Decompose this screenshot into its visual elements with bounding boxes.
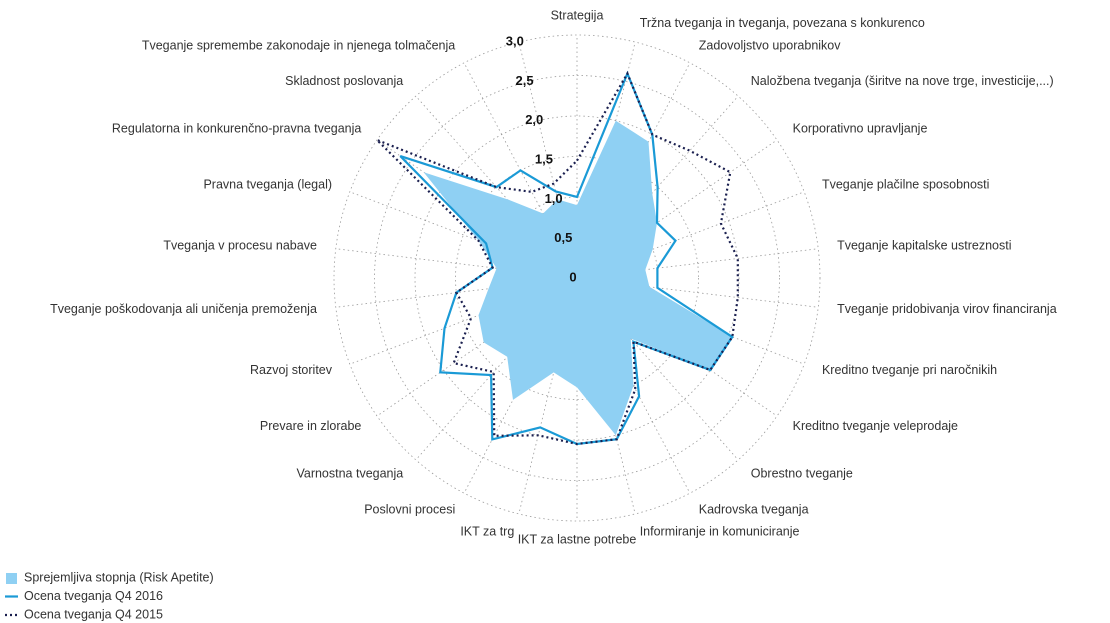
category-label: Tveganja v procesu nabave: [163, 239, 317, 253]
category-label: Tržna tveganja in tveganja, povezana s k…: [640, 16, 925, 30]
area: [423, 120, 733, 436]
line: [376, 71, 739, 446]
legend-swatch: [6, 573, 17, 584]
category-label: Varnostna tveganja: [296, 466, 403, 480]
category-label: Poslovni procesi: [364, 502, 455, 516]
category-label: Kreditno tveganje pri naročnikih: [822, 363, 997, 377]
category-label: Razvoj storitev: [250, 363, 333, 377]
category-label: Tveganje spremembe zakonodaje in njenega…: [142, 38, 455, 52]
grid-ring: [414, 115, 740, 441]
tick-label: 2,5: [515, 73, 533, 88]
category-label: Skladnost poslovanja: [285, 74, 403, 88]
category-label: Regulatorna in konkurenčno-pravna tvegan…: [112, 121, 362, 135]
tick-label: 0,5: [554, 230, 572, 245]
tick-label: 1,5: [535, 151, 553, 166]
category-label: Tveganje plačilne sposobnosti: [822, 177, 989, 191]
category-label: IKT za lastne potrebe: [518, 532, 637, 546]
category-label: Obrestno tveganje: [751, 466, 853, 480]
category-label: Prevare in zlorabe: [260, 419, 361, 433]
category-label: Tveganje poškodovanja ali uničenja premo…: [50, 302, 317, 316]
category-label: Korporativno upravljanje: [793, 121, 928, 135]
legend-label: Ocena tveganja Q4 2016: [24, 589, 163, 603]
category-label: Strategija: [551, 8, 604, 22]
grid-ring: [374, 75, 780, 481]
grid-ring: [333, 34, 821, 522]
category-label: Zadovoljstvo uporabnikov: [699, 38, 841, 52]
category-label: Naložbena tveganja (širitve na nove trge…: [751, 74, 1054, 88]
category-label: Kadrovska tveganja: [699, 502, 809, 516]
category-label: IKT za trg: [460, 525, 514, 539]
tick-label: 2,0: [525, 112, 543, 127]
category-label: Pravna tveganja (legal): [203, 177, 332, 191]
legend-label: Ocena tveganja Q4 2015: [24, 607, 163, 621]
tick-label: 0: [569, 269, 576, 284]
category-label: Tveganje pridobivanja virov financiranja: [837, 302, 1057, 316]
category-label: Tveganje kapitalske ustreznosti: [837, 239, 1011, 253]
tick-label: 3,0: [506, 33, 524, 48]
category-label: Informiranje in komuniciranje: [640, 525, 800, 539]
legend-label: Sprejemljiva stopnja (Risk Apetite): [24, 570, 214, 584]
category-label: Kreditno tveganje veleprodaje: [793, 419, 958, 433]
tick-label: 1,0: [545, 191, 563, 206]
